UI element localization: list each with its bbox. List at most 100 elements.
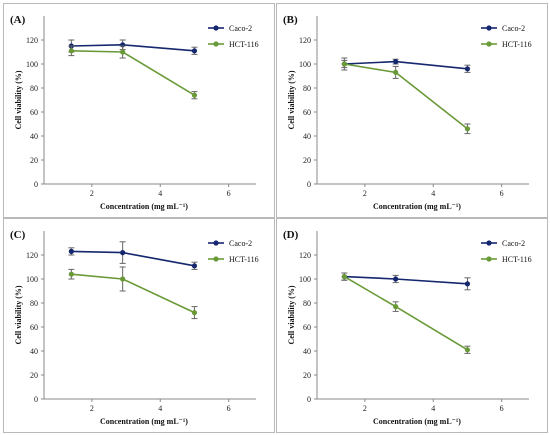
panel-label: (C) [10, 229, 26, 241]
y-tick-label: 100 [299, 60, 311, 69]
legend-label-caco2: Caco-2 [502, 24, 525, 33]
chart-svg: 0 20 40 60 80 100 120 2 4 6 (C) Concentration (mg m… [10, 229, 259, 426]
panel-label: (A) [10, 14, 26, 26]
x-axis-title: Concentration (mg mL⁻¹) [100, 417, 188, 426]
y-tick-label: 120 [26, 251, 38, 260]
series-line-hct116 [344, 63, 468, 130]
x-tick-label: 2 [90, 189, 94, 198]
x-tick-label: 2 [363, 404, 367, 413]
y-tick-label: 120 [26, 36, 38, 45]
y-axis-title: Cell viability (%) [14, 70, 23, 129]
data-point-hct116 [68, 48, 74, 54]
series-line-hct116 [71, 50, 195, 96]
data-point-hct116 [393, 304, 399, 310]
data-point-hct116 [120, 276, 126, 282]
y-tick-label: 0 [34, 180, 38, 189]
y-tick-label: 60 [303, 323, 311, 332]
y-tick-label: 100 [26, 60, 38, 69]
x-axis-title: Concentration (mg mL⁻¹) [373, 417, 461, 426]
legend-label-caco2: Caco-2 [502, 239, 525, 248]
data-point-hct116 [341, 61, 347, 67]
chart-svg: 0 20 40 60 80 100 120 2 4 6 (A) Concentration (mg m… [10, 14, 259, 211]
series-line-hct116 [343, 275, 468, 351]
x-tick-label: 4 [431, 189, 435, 198]
legend-label-hct116: HCT-116 [502, 255, 532, 264]
data-point-caco2 [120, 250, 126, 256]
legend-label-caco2: Caco-2 [229, 24, 252, 33]
series-line-hct116 [71, 273, 195, 314]
legend-label-hct116: HCT-116 [502, 40, 532, 49]
data-point-caco2 [464, 281, 471, 287]
legend-marker-hct116 [213, 256, 219, 262]
data-point-caco2 [68, 248, 74, 254]
y-tick-label: 120 [299, 36, 311, 45]
legend-label-caco2: Caco-2 [229, 239, 252, 248]
chart-panel-b: 0 20 40 60 80 100 120 2 4 6 (B) Concentration (mg m… [276, 3, 548, 218]
legend-marker-caco2 [213, 240, 219, 246]
legend-marker-caco2 [213, 25, 219, 31]
x-axis-title: Concentration (mg mL⁻¹) [100, 202, 188, 211]
data-point-caco2 [393, 276, 399, 282]
data-point-hct116 [464, 347, 471, 353]
x-tick-label: 6 [500, 404, 504, 413]
legend-marker-caco2 [486, 25, 492, 31]
y-tick-label: 40 [30, 347, 38, 356]
y-tick-label: 60 [303, 108, 311, 117]
y-axis-title: Cell viability (%) [287, 285, 296, 344]
chart-panel-c: 0 20 40 60 80 100 120 2 4 6 (C) Concentration (mg m… [3, 218, 275, 433]
y-tick-label: 100 [299, 275, 311, 284]
x-tick-label: 6 [227, 189, 231, 198]
legend-marker-hct116 [213, 41, 219, 47]
x-tick-label: 4 [158, 189, 162, 198]
legend-label-hct116: HCT-116 [229, 40, 259, 49]
data-point-hct116 [393, 69, 399, 75]
y-tick-label: 0 [307, 180, 311, 189]
data-point-caco2 [191, 48, 198, 54]
data-point-caco2 [393, 59, 399, 65]
y-tick-label: 60 [30, 323, 38, 332]
data-point-hct116 [191, 92, 198, 98]
x-tick-label: 4 [431, 404, 435, 413]
x-tick-label: 6 [500, 189, 504, 198]
data-point-caco2 [191, 263, 198, 269]
y-tick-label: 20 [303, 156, 311, 165]
data-point-hct116 [68, 271, 74, 277]
data-point-hct116 [341, 274, 347, 280]
chart-svg: 0 20 40 60 80 100 120 2 4 6 (B) Concentration (mg m… [283, 14, 532, 211]
x-tick-label: 2 [363, 189, 367, 198]
y-tick-label: 120 [299, 251, 311, 260]
x-tick-label: 2 [90, 404, 94, 413]
x-axis-title: Concentration (mg mL⁻¹) [373, 202, 461, 211]
y-tick-label: 60 [30, 108, 38, 117]
x-tick-label: 6 [227, 404, 231, 413]
y-tick-label: 0 [34, 395, 38, 404]
y-tick-label: 40 [303, 132, 311, 141]
y-tick-label: 80 [303, 84, 311, 93]
panel-label: (B) [283, 14, 298, 26]
y-tick-label: 20 [30, 371, 38, 380]
y-tick-label: 0 [307, 395, 311, 404]
series-line-caco2 [71, 43, 195, 52]
y-axis-title: Cell viability (%) [14, 285, 23, 344]
series-line-caco2 [71, 250, 195, 267]
data-point-hct116 [191, 310, 198, 316]
legend-label-hct116: HCT-116 [229, 255, 259, 264]
data-point-hct116 [464, 126, 471, 132]
y-tick-label: 20 [303, 371, 311, 380]
y-tick-label: 80 [30, 299, 38, 308]
data-point-hct116 [120, 49, 126, 55]
series-line-caco2 [344, 275, 468, 285]
y-axis-title: Cell viability (%) [287, 70, 296, 129]
x-tick-label: 4 [158, 404, 162, 413]
chart-panel-a: 0 20 40 60 80 100 120 2 4 6 (A) Concentration (mg m… [3, 3, 275, 218]
data-point-caco2 [464, 66, 471, 72]
legend-marker-caco2 [486, 240, 492, 246]
y-tick-label: 20 [30, 156, 38, 165]
y-tick-label: 40 [303, 347, 311, 356]
y-tick-label: 100 [26, 275, 38, 284]
y-tick-label: 40 [30, 132, 38, 141]
y-tick-label: 80 [30, 84, 38, 93]
chart-svg: 0 20 40 60 80 100 120 2 4 6 (D) Concentration (mg m… [283, 229, 532, 426]
panel-label: (D) [283, 229, 299, 241]
legend-marker-hct116 [486, 41, 492, 47]
